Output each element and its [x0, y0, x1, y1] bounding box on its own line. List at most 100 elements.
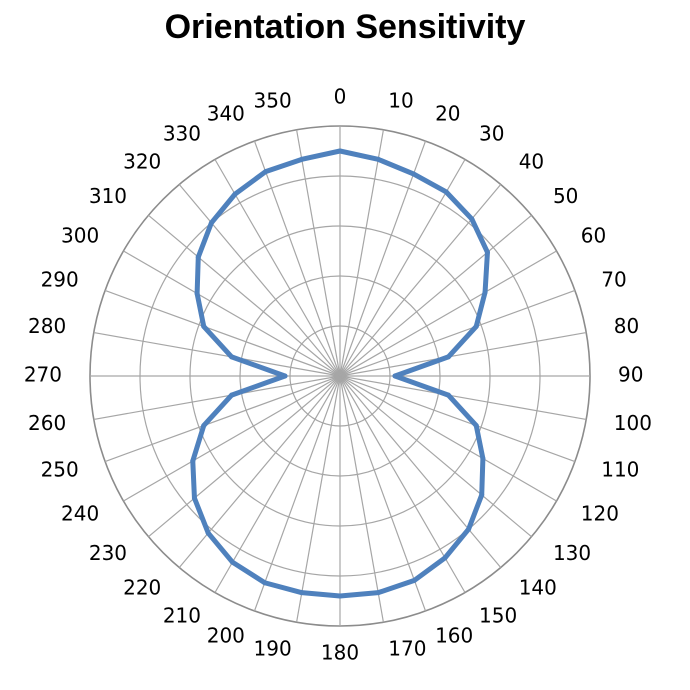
- angular-tick-label: 0: [334, 85, 347, 109]
- angular-tick-label: 100: [614, 411, 652, 435]
- spoke-120: [339, 375, 557, 502]
- chart-title: Orientation Sensitivity: [164, 8, 526, 46]
- spoke-220: [178, 375, 341, 568]
- data-point-240: [190, 458, 196, 464]
- data-point-330: [232, 191, 238, 197]
- spoke-210: [214, 375, 341, 593]
- spoke-240: [123, 375, 341, 502]
- data-point-210: [230, 559, 235, 565]
- data-point-0: [337, 148, 343, 154]
- data-point-120: [480, 456, 486, 461]
- angular-tick-label: 200: [207, 624, 245, 648]
- data-point-250: [201, 423, 207, 429]
- angular-tick-label: 20: [435, 101, 460, 125]
- angular-tick-label: 50: [553, 184, 578, 208]
- data-point-190: [299, 590, 305, 596]
- spoke-190: [295, 375, 341, 623]
- data-point-40: [469, 216, 475, 222]
- angular-tick-label: 170: [388, 636, 426, 660]
- data-point-50: [484, 249, 490, 255]
- spoke-230: [148, 375, 341, 538]
- data-point-260: [229, 392, 235, 398]
- data-point-310: [195, 254, 201, 260]
- spoke-160: [339, 375, 427, 612]
- spoke-10: [339, 129, 385, 377]
- angular-tick-label: 330: [163, 122, 201, 146]
- angular-grid: [90, 126, 590, 626]
- angular-tick-label: 130: [553, 541, 591, 565]
- angular-tick-label: 110: [601, 458, 639, 482]
- data-point-350: [299, 156, 305, 162]
- data-point-160: [411, 577, 417, 583]
- spoke-280: [93, 331, 341, 377]
- spoke-70: [339, 289, 576, 377]
- angular-tick-label: 280: [28, 314, 66, 338]
- spoke-130: [339, 375, 532, 538]
- data-point-70: [473, 323, 479, 329]
- spoke-320: [178, 184, 341, 377]
- data-point-320: [208, 220, 214, 226]
- data-point-30: [443, 189, 449, 195]
- data-point-280: [229, 354, 235, 360]
- spoke-140: [339, 375, 502, 568]
- spoke-200: [253, 375, 341, 612]
- angular-tick-label: 90: [618, 363, 643, 387]
- angular-tick-label: 230: [89, 541, 127, 565]
- series-layer: [190, 148, 490, 599]
- angular-tick-label: 180: [321, 641, 359, 665]
- spoke-290: [104, 289, 341, 377]
- data-point-10: [375, 156, 381, 162]
- spoke-310: [148, 214, 341, 377]
- angular-tick-label: 300: [61, 224, 99, 248]
- spoke-100: [339, 375, 587, 421]
- data-point-170: [375, 590, 381, 596]
- angular-tick-label: 10: [388, 89, 413, 113]
- data-point-220: [205, 530, 211, 536]
- spoke-50: [339, 214, 532, 377]
- angular-tick-label: 70: [601, 267, 626, 291]
- angular-tick-label: 310: [89, 184, 127, 208]
- data-point-180: [337, 593, 343, 599]
- angular-tick-label: 350: [254, 89, 292, 113]
- angular-tick-label: 40: [519, 150, 544, 174]
- data-point-80: [445, 354, 451, 360]
- data-point-90: [392, 373, 398, 379]
- data-point-300: [194, 291, 200, 296]
- angular-tick-label: 150: [479, 603, 517, 627]
- data-point-200: [262, 580, 268, 586]
- angular-tick-label: 120: [581, 502, 619, 526]
- spoke-260: [93, 375, 341, 421]
- spoke-40: [339, 184, 502, 377]
- spoke-350: [295, 129, 341, 377]
- data-point-230: [191, 495, 197, 501]
- spoke-20: [339, 140, 427, 377]
- angular-tick-label: 340: [207, 101, 245, 125]
- data-point-270: [282, 373, 288, 379]
- angular-tick-label: 240: [61, 502, 99, 526]
- angular-tick-label: 140: [519, 575, 557, 599]
- angular-tick-label: 290: [41, 267, 79, 291]
- angular-tick-label: 270: [24, 363, 62, 387]
- spoke-300: [123, 250, 341, 377]
- spoke-170: [339, 375, 385, 623]
- angular-tick-label: 320: [123, 150, 161, 174]
- angular-tick-label: 80: [614, 314, 639, 338]
- data-point-20: [411, 171, 417, 177]
- data-point-140: [466, 526, 472, 532]
- data-point-150: [442, 555, 448, 561]
- spoke-250: [104, 375, 341, 463]
- angular-tick-label: 260: [28, 411, 66, 435]
- data-point-110: [473, 423, 479, 429]
- angular-tick-label: 30: [479, 122, 504, 146]
- angular-tick-label: 60: [581, 224, 606, 248]
- angular-tick-label: 190: [254, 636, 292, 660]
- spoke-80: [339, 331, 587, 377]
- data-point-340: [263, 169, 269, 175]
- data-point-290: [201, 323, 207, 329]
- spoke-340: [253, 140, 341, 377]
- data-point-130: [479, 492, 485, 498]
- spoke-60: [339, 250, 557, 377]
- data-point-100: [445, 392, 451, 398]
